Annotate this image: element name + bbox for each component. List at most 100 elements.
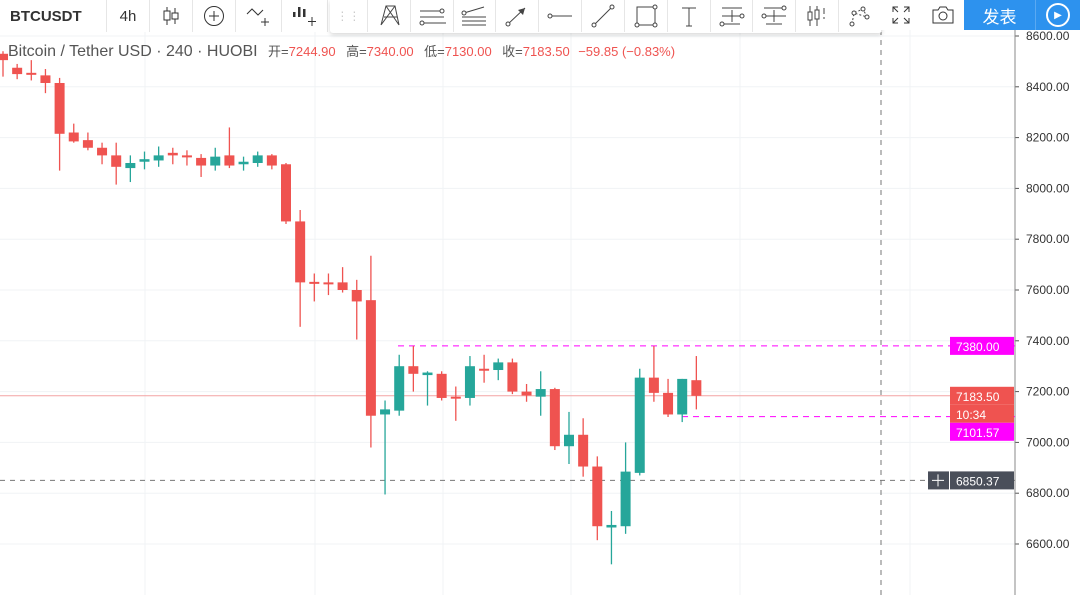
candle-body (351, 290, 362, 302)
text-tool-icon[interactable] (668, 0, 711, 32)
alert-low-label-bg (950, 422, 1014, 441)
candle-body (82, 140, 93, 148)
y-tick-label: 7800.00 (1026, 232, 1070, 246)
crosshair-price-label-bg (950, 471, 1014, 490)
y-tick-label: 6600.00 (1026, 537, 1070, 551)
candle-body (450, 396, 461, 399)
symbol-name: Bitcoin / Tether USD (8, 43, 152, 60)
candle-body (663, 392, 674, 415)
play-icon: ▶ (1046, 3, 1070, 27)
high-value: 7340.00 (366, 44, 414, 59)
candle-body (564, 434, 574, 447)
open-label: 开= (268, 44, 289, 59)
indicators-icon[interactable] (236, 0, 282, 32)
candle-body (26, 72, 37, 75)
candle-body (153, 155, 164, 161)
low-value: 7130.00 (444, 44, 492, 59)
legend-interval: 240 (165, 43, 193, 60)
y-tick-label: 7600.00 (1026, 283, 1070, 297)
candle-body (464, 366, 475, 398)
candle-body (0, 53, 8, 61)
candle-body (691, 380, 702, 396)
candle-body (549, 389, 560, 447)
candle-body (394, 366, 405, 411)
candle-body (422, 372, 433, 376)
low-label: 低= (424, 44, 445, 59)
candle-body (68, 132, 79, 142)
candle-body (380, 409, 391, 415)
candle-body (606, 524, 617, 528)
candle-body (196, 157, 207, 166)
legend-exchange: HUOBI (206, 43, 258, 60)
candle-type-icon[interactable] (150, 0, 193, 32)
candle-body (479, 368, 490, 371)
alert-low-label: 7101.57 (956, 426, 1000, 440)
close-label: 收= (502, 44, 523, 59)
candle-body (592, 466, 603, 527)
plus-icon (932, 474, 944, 487)
candle-body (238, 161, 249, 165)
replay-button[interactable]: ▶ (1036, 0, 1080, 30)
y-tick-label: 8000.00 (1026, 181, 1070, 195)
fullscreen-icon[interactable] (880, 0, 922, 30)
candle-body (535, 389, 546, 397)
pattern-tool-icon[interactable] (368, 0, 411, 32)
open-value: 7244.90 (288, 44, 336, 59)
camera-icon[interactable] (922, 0, 964, 30)
y-tick-label: 8600.00 (1026, 29, 1070, 43)
candle-body (436, 373, 447, 398)
candle-body (295, 221, 306, 283)
candle-body (578, 434, 589, 467)
candle-body (252, 155, 263, 163)
parallel-channel-icon[interactable] (411, 0, 454, 32)
add-icon[interactable] (193, 0, 236, 32)
trend-line-icon[interactable] (582, 0, 625, 32)
alert-high-label-bg (950, 336, 1014, 355)
compare-icon[interactable] (282, 0, 328, 32)
last-price-label: 7183.50 (956, 390, 1000, 404)
crosshair-price-label: 6850.37 (956, 474, 1000, 488)
symbol-button[interactable]: BTCUSDT (0, 0, 107, 32)
drawing-toolbar: ⋮⋮ (330, 0, 882, 33)
candle-body (309, 281, 320, 284)
candle-body (167, 152, 178, 156)
y-tick-label: 8400.00 (1026, 80, 1070, 94)
candle-body (281, 164, 291, 222)
fib-tool-icon[interactable] (454, 0, 497, 32)
candle-body (125, 163, 136, 169)
candle-body (323, 282, 334, 285)
candle-body (365, 300, 376, 416)
bars-pattern-icon[interactable] (796, 0, 840, 32)
horizontal-ray-icon[interactable] (539, 0, 583, 32)
projection-tool-icon[interactable] (839, 0, 882, 32)
y-tick-label: 7200.00 (1026, 385, 1070, 399)
y-tick-label: 6800.00 (1026, 486, 1070, 500)
right-toolbar: 发表 ▶ (880, 0, 1080, 30)
y-tick-label: 7400.00 (1026, 334, 1070, 348)
candle-body (337, 282, 348, 290)
candle-body (224, 155, 235, 166)
publish-button[interactable]: 发表 (964, 0, 1036, 30)
drag-handle-icon[interactable]: ⋮⋮ (330, 0, 368, 32)
high-label: 高= (346, 44, 367, 59)
close-value: 7183.50 (522, 44, 570, 59)
candle-body (210, 156, 221, 166)
interval-button[interactable]: 4h (107, 0, 150, 32)
rectangle-tool-icon[interactable] (625, 0, 668, 32)
y-tick-label: 8200.00 (1026, 131, 1070, 145)
candle-body (677, 378, 688, 415)
arrow-tool-icon[interactable] (496, 0, 540, 32)
date-range-icon[interactable] (753, 0, 797, 32)
candle-body (181, 155, 192, 158)
candle-body (634, 377, 645, 473)
price-range-icon[interactable] (711, 0, 754, 32)
candle-body (97, 147, 108, 156)
candle-body (507, 362, 518, 392)
candle-body (493, 362, 504, 371)
last-price-label-bg (950, 386, 1014, 405)
countdown-label: 10:34 (956, 408, 986, 422)
y-tick-label: 7000.00 (1026, 435, 1070, 449)
candle-body (54, 82, 65, 134)
candle-body (139, 159, 150, 162)
